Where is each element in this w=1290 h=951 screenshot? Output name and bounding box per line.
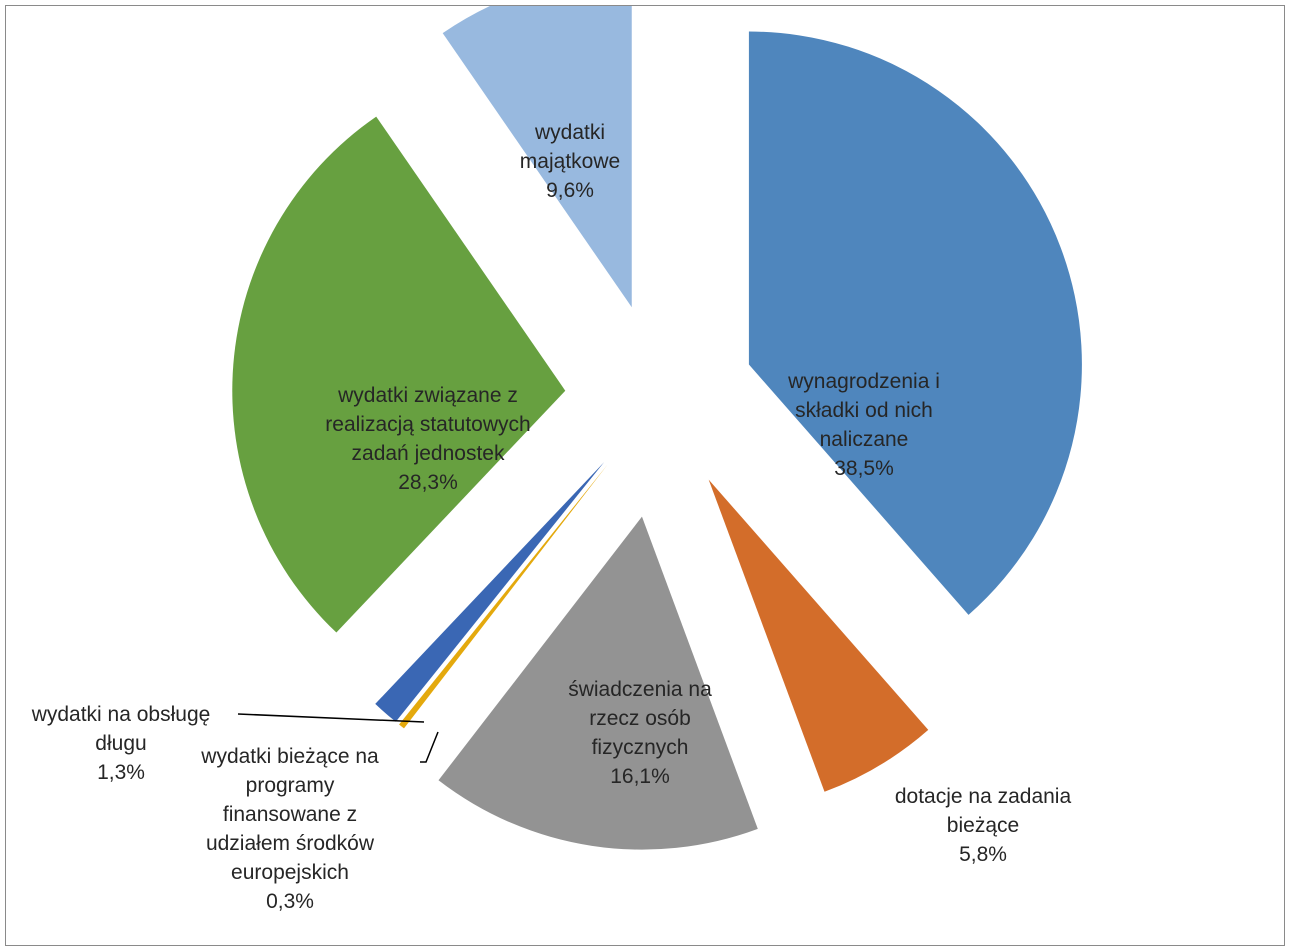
leader-line-5 — [237, 713, 425, 723]
pie-slice-4 — [399, 464, 608, 729]
slice-label-7: wydatki majątkowe 9,6% — [520, 121, 620, 202]
slice-value-label: 1,3% — [97, 761, 145, 784]
pie-chart: wynagrodzenia i składki od nich naliczane 3… — [31, 6, 1082, 913]
slice-label-5: wydatki na obsługę długu 1,3% — [31, 703, 211, 784]
slice-label-line: finansowane z — [223, 803, 357, 826]
slice-label-line: bieżące — [947, 814, 1019, 837]
leader-line-4 — [420, 731, 439, 763]
slice-label-line: majątkowe — [520, 150, 620, 173]
slice-label-line: świadczenia na — [568, 678, 712, 701]
slice-label-line: naliczane — [820, 428, 909, 451]
slice-value-label: 9,6% — [546, 179, 594, 202]
slice-label-line: dotacje na zadania — [895, 785, 1072, 808]
slice-label-line: rzecz osób — [589, 707, 691, 730]
slice-label-line: wynagrodzenia i — [787, 370, 940, 393]
slice-label-6: wydatki związane z realizacją statutowych… — [325, 384, 530, 494]
slice-value-label: 16,1% — [610, 765, 670, 788]
slice-label-line: wydatki na obsługę — [31, 703, 211, 726]
slice-label-2: dotacje na zadania bieżące 5,8% — [895, 785, 1072, 866]
slice-label-line: wydatki — [534, 121, 605, 144]
slice-label-line: długu — [95, 732, 146, 755]
slice-label-line: zadań jednostek — [352, 442, 505, 465]
pie-slice-7 — [442, 6, 632, 308]
slice-label-3: świadczenia na rzecz osób fizycznych 16,1% — [568, 678, 712, 788]
slice-value-label: 5,8% — [959, 843, 1007, 866]
slice-label-line: udziałem środków — [206, 832, 375, 855]
slice-label-line: wydatki związane z — [337, 384, 518, 407]
pie-slice-1 — [748, 31, 1082, 615]
slice-label-line: realizacją statutowych — [325, 413, 530, 436]
pie-slice-3 — [438, 516, 758, 850]
slice-label-line: programy — [246, 774, 335, 797]
slice-value-label: 0,3% — [266, 890, 314, 913]
slice-label-1: wynagrodzenia i składki od nich naliczane 3… — [787, 370, 940, 480]
slice-label-line: składki od nich — [795, 399, 933, 422]
chart-frame: wynagrodzenia i składki od nich naliczane 3… — [5, 5, 1285, 946]
slice-label-line: europejskich — [231, 861, 349, 884]
pie-slice-2 — [708, 479, 929, 792]
slice-value-label: 28,3% — [398, 471, 458, 494]
pie-slice-5 — [375, 462, 605, 722]
slice-label-line: wydatki bieżące na — [200, 745, 379, 768]
pie-slice-6 — [232, 116, 566, 633]
slice-label-4: wydatki bieżące na programy finansowane z u… — [200, 745, 379, 913]
slice-label-line: fizycznych — [592, 736, 689, 759]
slice-value-label: 38,5% — [834, 457, 894, 480]
